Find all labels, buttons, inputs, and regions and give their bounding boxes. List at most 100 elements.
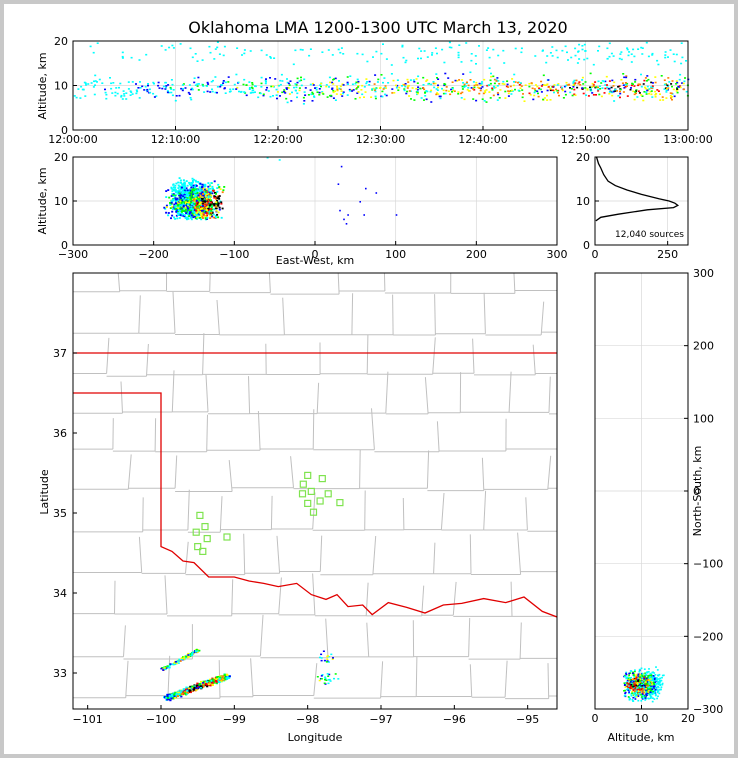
- ew-height-source: [197, 213, 200, 216]
- ns-height-source: [637, 695, 640, 697]
- ew-height-source: [196, 201, 199, 204]
- plan-view-source: [218, 675, 221, 678]
- plan-view-source: [327, 682, 330, 685]
- ew-height-source: [193, 191, 196, 194]
- plan-view-source: [327, 656, 330, 658]
- ew-height-source: [196, 189, 199, 192]
- ew-height-source: [196, 205, 199, 208]
- ew-height-source: [199, 198, 202, 200]
- ew-height-source: [184, 197, 187, 200]
- time-height-source: [522, 93, 524, 95]
- plan-view-ylabel: Latitude: [38, 469, 51, 515]
- time-height-source: [419, 87, 422, 90]
- time-height-source: [89, 45, 92, 48]
- time-height-source: [488, 56, 491, 59]
- ew-height-source: [218, 197, 221, 200]
- time-height-source: [451, 91, 453, 93]
- time-height-source: [460, 92, 462, 95]
- time-height-source: [645, 91, 648, 93]
- plan-view-source: [195, 688, 198, 691]
- time-height-source: [437, 86, 439, 89]
- time-height-source: [184, 87, 187, 89]
- time-height-source: [572, 86, 575, 88]
- ns-height-source: [636, 677, 639, 680]
- ns-height-source: [626, 681, 629, 683]
- altitude-histogram-y-tick-label: 20: [576, 151, 590, 164]
- time-height-source: [355, 88, 358, 90]
- time-height-source: [635, 92, 637, 95]
- time-height-source: [328, 86, 330, 88]
- plan-view-source: [324, 678, 327, 680]
- time-height-source: [330, 94, 333, 97]
- ew-height-source: [202, 193, 204, 195]
- time-height-source: [451, 81, 454, 83]
- ns-height-source: [631, 687, 634, 690]
- ns-height-source: [652, 684, 655, 687]
- time-height-source: [313, 95, 315, 97]
- ew-height-source: [209, 203, 212, 206]
- ns-height-ylabel: North-South, km: [691, 446, 704, 537]
- ns-height-source: [636, 693, 639, 696]
- time-height-source: [356, 92, 359, 94]
- time-height-source: [675, 53, 678, 56]
- time-height-source: [92, 86, 95, 88]
- ew-height-source: [182, 195, 185, 198]
- time-height-source: [288, 84, 291, 86]
- time-height-source: [604, 80, 607, 83]
- time-height-source: [410, 98, 412, 100]
- plan-view-source: [216, 679, 219, 682]
- time-height-source: [536, 90, 539, 93]
- time-height-source: [383, 87, 386, 89]
- time-height-source: [254, 91, 256, 93]
- ew-height-source: [172, 183, 175, 186]
- time-height-source: [601, 87, 604, 89]
- time-height-source: [431, 52, 434, 54]
- plan-view-source: [196, 682, 199, 685]
- time-height-source: [422, 87, 425, 89]
- time-height-source: [647, 55, 650, 58]
- ew-height-source: [188, 201, 191, 204]
- ns-height-source: [639, 688, 641, 691]
- plan-view-source: [223, 674, 226, 677]
- plan-view-source: [218, 678, 221, 680]
- ns-height-source: [635, 682, 637, 685]
- time-height-source: [606, 57, 609, 60]
- ns-height-source: [647, 681, 649, 683]
- ew-height-source: [210, 208, 213, 210]
- time-height-source: [650, 87, 653, 89]
- lma-station-marker: [304, 471, 312, 479]
- ns-height-source: [645, 673, 647, 676]
- plan-view-source: [204, 681, 207, 684]
- time-height-source: [238, 90, 240, 93]
- time-height-source: [430, 89, 433, 92]
- ew-height-source: [170, 200, 173, 203]
- time-height-source: [275, 94, 278, 96]
- time-height-source: [248, 88, 251, 90]
- ew-height-source: [201, 200, 204, 203]
- time-height-source: [555, 88, 557, 91]
- time-height-source: [654, 81, 657, 84]
- ew-height-source: [193, 215, 196, 218]
- time-height-source: [447, 90, 450, 92]
- ew-height-x-tick-label: −300: [58, 248, 88, 261]
- ew-height-source: [214, 216, 217, 219]
- ew-height-source: [212, 213, 215, 216]
- time-height-source: [222, 54, 225, 57]
- time-height-source: [626, 85, 628, 87]
- plan-view-source: [166, 666, 169, 669]
- time-height-source: [444, 72, 447, 75]
- time-height-source: [473, 89, 476, 91]
- county-line: [468, 617, 471, 657]
- plan-view-source: [193, 651, 196, 654]
- ew-height-source: [207, 201, 210, 203]
- county-line: [572, 251, 573, 290]
- ew-height-source: [210, 190, 213, 193]
- altitude-histogram-y-tick-label: 10: [576, 195, 590, 208]
- time-height-source: [650, 81, 653, 84]
- ns-height-source: [659, 683, 662, 686]
- time-height-source: [357, 86, 360, 88]
- time-height-source: [303, 100, 306, 102]
- ns-height-source: [657, 690, 659, 693]
- time-height-source: [549, 89, 552, 92]
- time-height-source: [336, 88, 339, 91]
